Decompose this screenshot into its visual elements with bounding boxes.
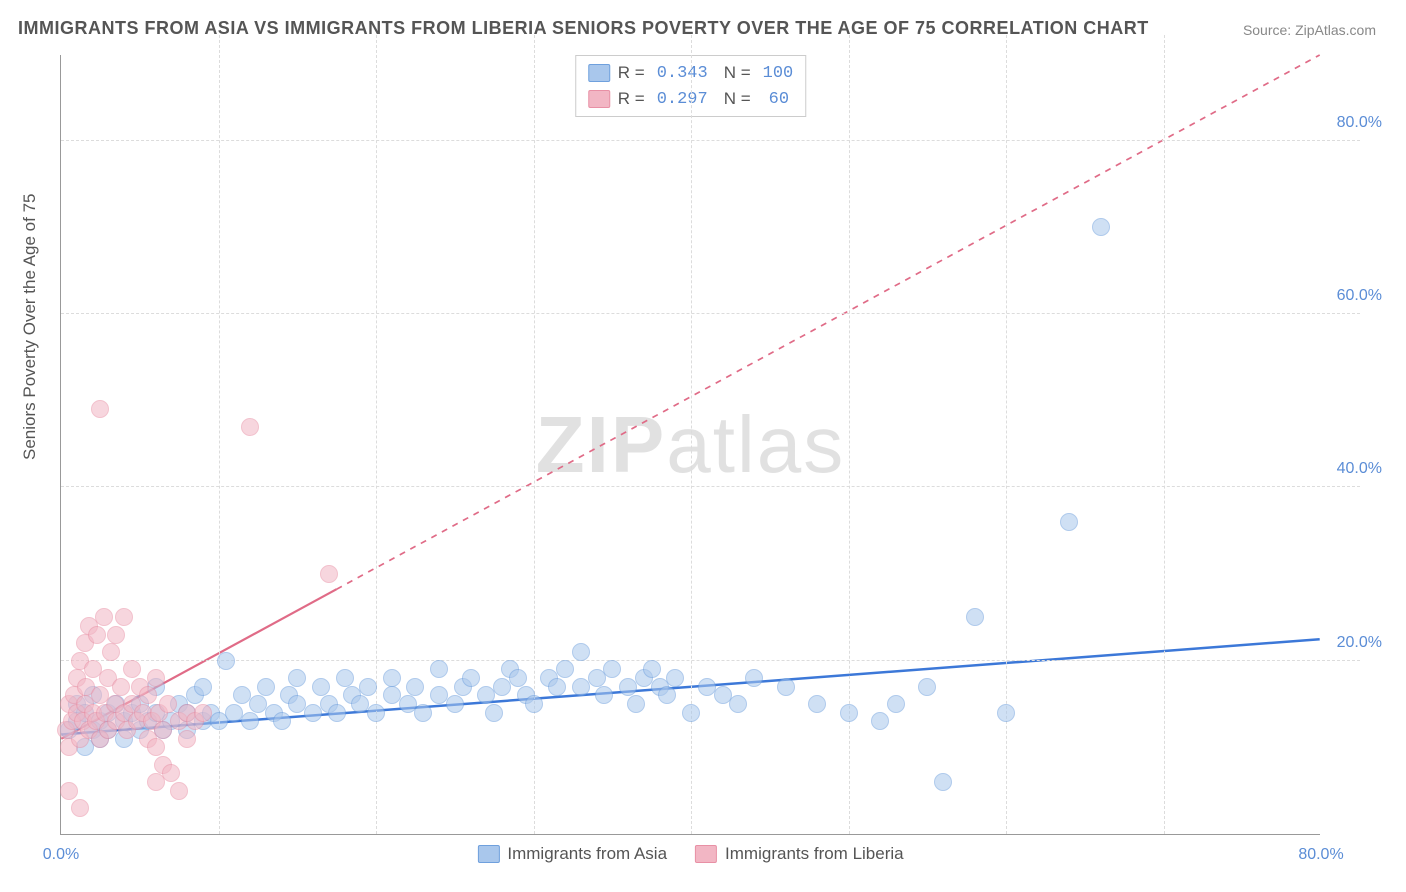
scatter-point: [162, 764, 180, 782]
scatter-point: [430, 660, 448, 678]
scatter-point: [102, 643, 120, 661]
x-tick-label: 0.0%: [43, 846, 79, 864]
scatter-point: [107, 626, 125, 644]
scatter-point: [777, 678, 795, 696]
scatter-point: [241, 712, 259, 730]
scatter-point: [666, 669, 684, 687]
scatter-point: [997, 704, 1015, 722]
plot-area: ZIPatlas R =0.343 N =100 R =0.297 N =60 …: [60, 55, 1320, 835]
scatter-point: [934, 773, 952, 791]
scatter-point: [1060, 513, 1078, 531]
scatter-point: [682, 704, 700, 722]
gridline-h: [61, 660, 1360, 661]
gridline-h: [61, 313, 1360, 314]
scatter-point: [178, 730, 196, 748]
y-tick-label: 60.0%: [1337, 287, 1382, 305]
swatch-liberia: [588, 90, 610, 108]
scatter-point: [383, 669, 401, 687]
scatter-point: [1092, 218, 1110, 236]
scatter-point: [115, 608, 133, 626]
scatter-point: [485, 704, 503, 722]
swatch-liberia-icon: [695, 845, 717, 863]
y-tick-label: 20.0%: [1337, 634, 1382, 652]
scatter-point: [159, 695, 177, 713]
scatter-point: [60, 782, 78, 800]
scatter-point: [241, 418, 259, 436]
scatter-point: [257, 678, 275, 696]
scatter-point: [194, 704, 212, 722]
scatter-point: [359, 678, 377, 696]
scatter-point: [217, 652, 235, 670]
source-attribution: Source: ZipAtlas.com: [1243, 22, 1376, 38]
scatter-point: [548, 678, 566, 696]
legend-item-asia: Immigrants from Asia: [477, 844, 667, 864]
x-tick-label: 80.0%: [1298, 846, 1343, 864]
scatter-point: [525, 695, 543, 713]
scatter-point: [194, 678, 212, 696]
scatter-point: [840, 704, 858, 722]
gridline-h: [61, 140, 1360, 141]
swatch-asia-icon: [477, 845, 499, 863]
scatter-point: [139, 686, 157, 704]
swatch-asia: [588, 64, 610, 82]
scatter-point: [406, 678, 424, 696]
legend-item-liberia: Immigrants from Liberia: [695, 844, 904, 864]
scatter-point: [288, 669, 306, 687]
scatter-point: [91, 400, 109, 418]
scatter-point: [509, 669, 527, 687]
scatter-point: [147, 773, 165, 791]
scatter-point: [658, 686, 676, 704]
scatter-point: [808, 695, 826, 713]
scatter-point: [414, 704, 432, 722]
scatter-point: [627, 695, 645, 713]
scatter-point: [88, 626, 106, 644]
scatter-point: [273, 712, 291, 730]
scatter-point: [745, 669, 763, 687]
scatter-point: [328, 704, 346, 722]
gridline-v: [1164, 35, 1165, 834]
series-legend: Immigrants from Asia Immigrants from Lib…: [477, 844, 903, 864]
y-axis-label: Seniors Poverty Over the Age of 75: [20, 194, 40, 460]
scatter-point: [336, 669, 354, 687]
scatter-point: [887, 695, 905, 713]
scatter-point: [312, 678, 330, 696]
scatter-point: [320, 565, 338, 583]
scatter-point: [871, 712, 889, 730]
scatter-point: [170, 782, 188, 800]
scatter-point: [446, 695, 464, 713]
scatter-point: [729, 695, 747, 713]
scatter-point: [367, 704, 385, 722]
scatter-point: [71, 799, 89, 817]
scatter-point: [595, 686, 613, 704]
scatter-point: [95, 608, 113, 626]
chart-title: IMMIGRANTS FROM ASIA VS IMMIGRANTS FROM …: [18, 18, 1149, 39]
scatter-point: [572, 643, 590, 661]
scatter-point: [966, 608, 984, 626]
scatter-point: [147, 738, 165, 756]
scatter-point: [918, 678, 936, 696]
scatter-point: [643, 660, 661, 678]
scatter-point: [603, 660, 621, 678]
gridline-v: [534, 35, 535, 834]
scatter-point: [123, 660, 141, 678]
scatter-point: [556, 660, 574, 678]
y-tick-label: 80.0%: [1337, 114, 1382, 132]
gridline-h: [61, 486, 1360, 487]
y-tick-label: 40.0%: [1337, 460, 1382, 478]
scatter-point: [462, 669, 480, 687]
scatter-point: [147, 669, 165, 687]
scatter-point: [112, 678, 130, 696]
